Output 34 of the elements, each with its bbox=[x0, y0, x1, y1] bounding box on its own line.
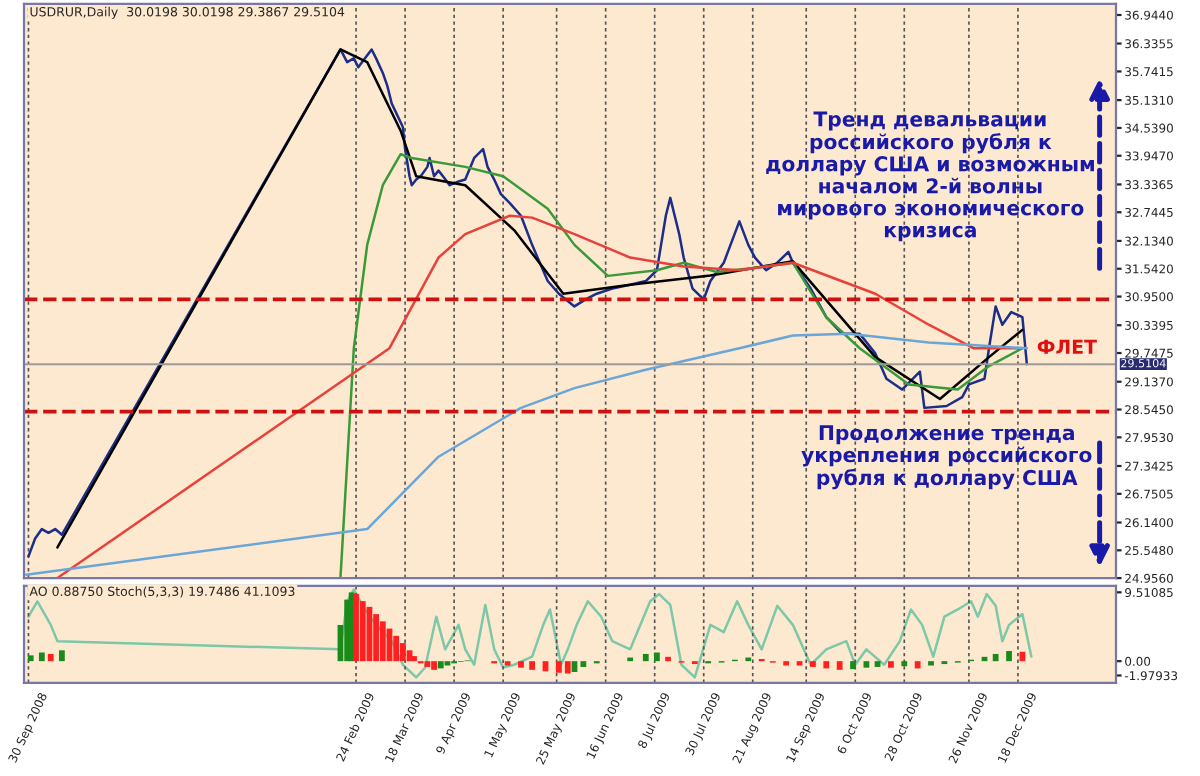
bar bbox=[27, 655, 34, 662]
bar bbox=[654, 652, 660, 662]
bar bbox=[992, 653, 999, 662]
bar bbox=[411, 656, 417, 662]
bar bbox=[580, 661, 587, 667]
bar bbox=[888, 661, 894, 668]
bar bbox=[353, 593, 359, 662]
bar bbox=[518, 661, 524, 668]
annotation: Тренд девальвации российского рубля к доллару США и возможным началом 2-й волны мирового экономического кризиса bbox=[766, 111, 1094, 242]
bar bbox=[564, 661, 571, 674]
bar bbox=[359, 601, 366, 662]
bar bbox=[665, 656, 671, 662]
bar bbox=[823, 661, 830, 669]
bar bbox=[38, 652, 45, 662]
bar bbox=[529, 661, 536, 670]
bar bbox=[850, 661, 856, 670]
bar bbox=[863, 661, 870, 668]
bar bbox=[836, 661, 843, 670]
bar bbox=[58, 650, 65, 662]
bar bbox=[901, 661, 908, 667]
bar bbox=[810, 661, 816, 667]
bar bbox=[1006, 651, 1012, 662]
bar bbox=[373, 614, 380, 662]
bar bbox=[379, 621, 386, 662]
bar bbox=[399, 643, 406, 662]
annotation: Продолжение тренда укрепления российского рубля к доллару США bbox=[801, 425, 1092, 490]
bar bbox=[47, 653, 54, 662]
bar bbox=[393, 635, 400, 662]
bar bbox=[424, 661, 431, 667]
bar bbox=[914, 661, 921, 669]
bar bbox=[431, 661, 437, 670]
annotation: ФЛЕТ bbox=[1037, 339, 1097, 354]
bar bbox=[642, 653, 649, 662]
bar bbox=[437, 661, 444, 669]
